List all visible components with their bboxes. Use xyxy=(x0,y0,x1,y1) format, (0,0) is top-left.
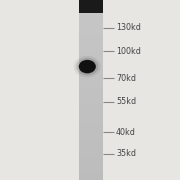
Text: 130kd: 130kd xyxy=(116,23,141,32)
Text: 70kd: 70kd xyxy=(116,74,136,83)
Text: 100kd: 100kd xyxy=(116,47,141,56)
Ellipse shape xyxy=(74,56,101,77)
Bar xyxy=(79,0,103,13)
Text: 35kd: 35kd xyxy=(116,149,136,158)
Text: 40kd: 40kd xyxy=(116,128,136,137)
Ellipse shape xyxy=(79,60,96,73)
Ellipse shape xyxy=(76,58,98,75)
Text: 55kd: 55kd xyxy=(116,97,136,106)
